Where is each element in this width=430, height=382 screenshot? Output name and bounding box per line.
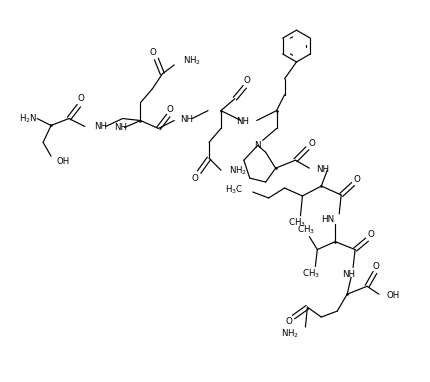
Text: O: O	[368, 230, 375, 239]
Text: O: O	[192, 173, 199, 183]
Text: CH$_3$: CH$_3$	[298, 223, 315, 236]
Text: O: O	[372, 262, 379, 271]
Text: NH: NH	[236, 117, 249, 126]
Text: O: O	[309, 139, 316, 148]
Text: OH: OH	[56, 157, 69, 166]
Text: HN: HN	[321, 215, 334, 224]
Text: H$_2$N: H$_2$N	[19, 112, 37, 125]
Text: NH: NH	[94, 122, 107, 131]
Text: O: O	[77, 94, 84, 103]
Text: NH$_2$: NH$_2$	[281, 328, 299, 340]
Text: NH: NH	[180, 115, 193, 124]
Text: NH: NH	[114, 123, 127, 132]
Text: O: O	[167, 105, 174, 114]
Text: CH$_3$: CH$_3$	[288, 217, 305, 229]
Text: OH: OH	[387, 291, 400, 300]
Text: O: O	[285, 317, 292, 325]
Text: NH: NH	[343, 270, 356, 279]
Text: O: O	[150, 47, 157, 57]
Text: NH$_2$: NH$_2$	[183, 55, 201, 67]
Text: O: O	[243, 76, 250, 85]
Text: N: N	[255, 141, 261, 150]
Text: O: O	[353, 175, 360, 184]
Text: H$_3$C: H$_3$C	[224, 184, 243, 196]
Text: NH: NH	[316, 165, 329, 174]
Text: CH$_3$: CH$_3$	[302, 267, 320, 280]
Text: NH$_2$: NH$_2$	[229, 165, 247, 177]
